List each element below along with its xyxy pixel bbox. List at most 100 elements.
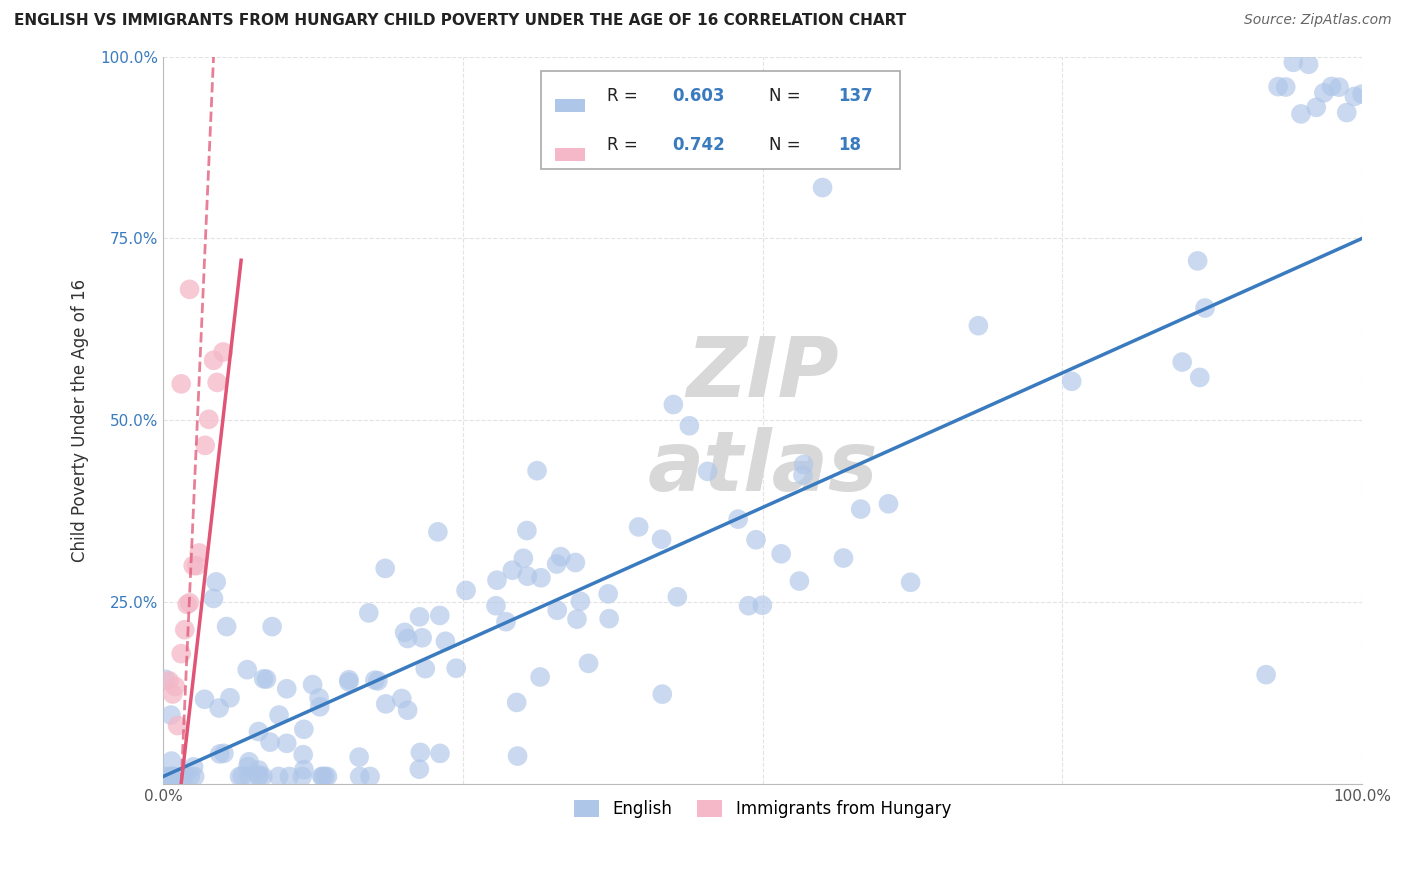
Point bbox=[1305, 100, 1327, 114]
Point bbox=[183, 769, 205, 783]
Point bbox=[316, 769, 339, 783]
Point bbox=[1336, 105, 1358, 120]
Point bbox=[202, 353, 225, 368]
FancyBboxPatch shape bbox=[541, 71, 900, 169]
Point bbox=[208, 747, 231, 761]
Point bbox=[301, 678, 323, 692]
Point bbox=[267, 769, 290, 783]
Point bbox=[162, 769, 184, 783]
Point bbox=[546, 557, 568, 571]
Point bbox=[173, 623, 195, 637]
Text: N =: N = bbox=[769, 87, 806, 105]
Point bbox=[727, 512, 749, 526]
Point bbox=[770, 547, 793, 561]
Point bbox=[197, 412, 219, 426]
Point bbox=[247, 768, 270, 782]
Point bbox=[408, 762, 430, 776]
Point bbox=[183, 760, 205, 774]
Point bbox=[170, 376, 193, 391]
Point bbox=[238, 769, 260, 783]
Point bbox=[396, 632, 419, 646]
Point bbox=[160, 708, 183, 723]
Point bbox=[485, 599, 508, 613]
Point bbox=[429, 608, 451, 623]
Point bbox=[194, 438, 217, 452]
Point bbox=[505, 695, 527, 709]
Point bbox=[311, 769, 333, 783]
Point bbox=[236, 759, 259, 773]
Point bbox=[202, 591, 225, 606]
Point bbox=[811, 180, 834, 194]
Point bbox=[506, 749, 529, 764]
Point bbox=[205, 574, 228, 589]
Point bbox=[314, 769, 336, 783]
Point bbox=[434, 634, 457, 648]
Point bbox=[564, 556, 586, 570]
Point bbox=[426, 524, 449, 539]
Point bbox=[832, 551, 855, 566]
Point bbox=[391, 691, 413, 706]
Point bbox=[176, 598, 198, 612]
Point bbox=[737, 599, 759, 613]
Point bbox=[291, 769, 314, 783]
Point bbox=[311, 769, 333, 783]
Point bbox=[208, 701, 231, 715]
Point bbox=[228, 769, 250, 783]
Point bbox=[849, 502, 872, 516]
Point bbox=[495, 615, 517, 629]
Point bbox=[367, 673, 389, 688]
Point bbox=[276, 681, 298, 696]
Point bbox=[236, 663, 259, 677]
Text: ZIP
atlas: ZIP atlas bbox=[647, 333, 877, 508]
Point bbox=[1327, 80, 1350, 95]
Point bbox=[181, 558, 204, 573]
Point bbox=[215, 619, 238, 633]
Point bbox=[516, 524, 538, 538]
Point bbox=[1188, 370, 1211, 384]
Point bbox=[408, 610, 430, 624]
Point bbox=[359, 769, 381, 783]
Point bbox=[877, 497, 900, 511]
Point bbox=[1171, 355, 1194, 369]
Point bbox=[789, 574, 811, 588]
Point bbox=[188, 546, 211, 560]
Point bbox=[454, 583, 477, 598]
Point bbox=[212, 345, 235, 359]
Point bbox=[165, 680, 187, 694]
Point bbox=[1267, 79, 1289, 94]
Bar bbox=[555, 98, 585, 112]
Text: 18: 18 bbox=[838, 136, 860, 154]
Point bbox=[394, 625, 416, 640]
Point bbox=[155, 673, 177, 687]
Point bbox=[262, 619, 284, 633]
Point bbox=[205, 376, 228, 390]
Point bbox=[337, 675, 360, 690]
Point bbox=[364, 673, 387, 687]
Point bbox=[347, 750, 370, 764]
Point bbox=[501, 563, 523, 577]
Point bbox=[259, 735, 281, 749]
Point bbox=[247, 763, 270, 777]
Point bbox=[308, 699, 330, 714]
Point bbox=[172, 769, 194, 783]
Point bbox=[565, 612, 588, 626]
Point bbox=[357, 606, 380, 620]
Point bbox=[627, 520, 650, 534]
Point bbox=[1313, 86, 1336, 100]
Text: N =: N = bbox=[769, 136, 811, 154]
Point bbox=[247, 724, 270, 739]
Point bbox=[162, 687, 184, 701]
Point bbox=[792, 468, 814, 483]
Point bbox=[153, 769, 176, 783]
Point bbox=[1343, 89, 1365, 103]
Point bbox=[411, 631, 433, 645]
Point bbox=[1351, 87, 1374, 101]
Point bbox=[550, 549, 572, 564]
Point bbox=[162, 769, 184, 783]
Point bbox=[1282, 55, 1305, 70]
Point bbox=[231, 769, 253, 783]
Point bbox=[253, 672, 276, 686]
Point bbox=[526, 464, 548, 478]
Point bbox=[678, 418, 700, 433]
Point bbox=[173, 769, 195, 783]
